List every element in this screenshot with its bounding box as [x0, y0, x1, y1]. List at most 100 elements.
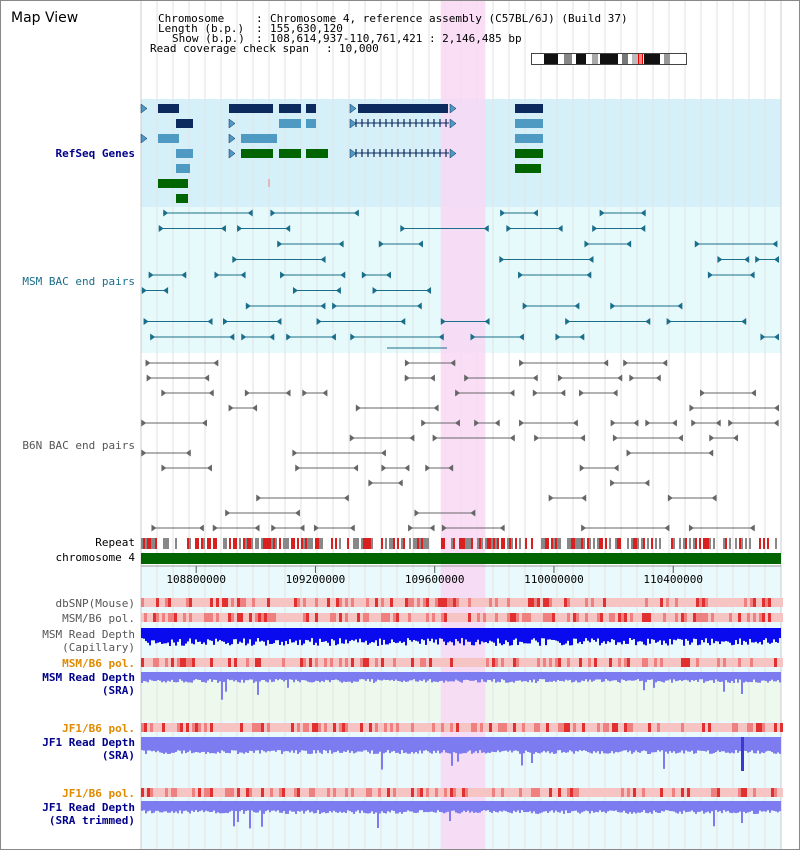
msm-bac-pair-end [353, 209, 359, 217]
gene-strand-arrow [349, 103, 357, 114]
read-depth-bar [585, 801, 587, 811]
read-depth-bar [475, 801, 477, 813]
polymorphism-cell [414, 788, 417, 797]
b6n-bac-pair-end [146, 374, 152, 382]
repeat-element [403, 538, 405, 549]
read-depth-bar [533, 628, 535, 639]
b6n-bac-pair-end [355, 404, 361, 412]
read-depth-bar [467, 672, 469, 680]
polymorphism-cell [384, 613, 387, 622]
track-label-msm-depth-sub: (Capillary) [62, 641, 135, 654]
track-label-jf1-pol[interactable]: JF1/B6 pol. [62, 722, 135, 735]
read-depth-bar [535, 628, 537, 641]
read-depth-bar [509, 737, 511, 751]
read-depth-bar [565, 737, 567, 753]
polymorphism-cell [432, 788, 435, 797]
polymorphism-cell [612, 613, 615, 622]
polymorphism-cell [336, 613, 339, 622]
track-label-chromosome[interactable]: chromosome 4 [55, 551, 135, 564]
read-depth-bar [471, 801, 473, 812]
chromosome-ideogram[interactable] [531, 53, 687, 65]
polymorphism-cell [708, 788, 711, 797]
read-depth-bar [519, 737, 521, 754]
msm-bac-pair-end [532, 209, 538, 217]
read-depth-bar [427, 672, 429, 681]
read-depth-bar [689, 672, 691, 683]
read-depth-bar [503, 801, 505, 811]
track-label-msm-sra-depth[interactable]: MSM Read Depth [42, 671, 135, 684]
repeat-element [503, 538, 505, 549]
polymorphism-cell [552, 658, 555, 667]
polymorphism-cell [279, 723, 282, 732]
polymorphism-cell [324, 658, 327, 667]
read-depth-bar [637, 628, 639, 642]
b6n-bac-pair-end [711, 494, 717, 502]
read-depth-bar [433, 737, 435, 751]
read-depth-bar [655, 801, 657, 813]
read-depth-bar [239, 628, 241, 642]
track-label-jf1-depth[interactable]: JF1 Read Depth [42, 736, 135, 749]
polymorphism-cell [687, 788, 690, 797]
polymorphism-cell [714, 788, 717, 797]
read-depth-bar [235, 672, 237, 681]
read-depth-bar [175, 801, 177, 812]
msm-bac-pair-end [400, 318, 406, 325]
polymorphism-cell [414, 723, 417, 732]
track-label-msm-depth[interactable]: MSM Read Depth [42, 628, 135, 641]
polymorphism-cell [234, 788, 237, 797]
polymorphism-cell [177, 788, 180, 797]
repeat-element [647, 538, 649, 549]
polymorphism-cell [345, 658, 348, 667]
track-label-b6n-bac[interactable]: B6N BAC end pairs [22, 439, 135, 452]
read-depth-bar [557, 801, 559, 813]
polymorphism-cell [144, 598, 147, 607]
polymorphism-cell [267, 658, 270, 667]
track-label-msm-bac[interactable]: MSM BAC end pairs [22, 275, 135, 288]
read-depth-bar [553, 628, 555, 640]
b6n-bac-pair-end [664, 524, 670, 532]
track-label-dbsnp[interactable]: dbSNP(Mouse) [55, 597, 135, 610]
read-depth-bar [705, 628, 707, 639]
chromosome-bar [141, 553, 781, 564]
polymorphism-cell [726, 658, 729, 667]
read-depth-bar [375, 628, 377, 641]
polymorphism-cell [165, 658, 168, 667]
read-depth-bar [647, 628, 649, 639]
polymorphism-cell [555, 598, 558, 607]
polymorphism-cell [600, 658, 603, 667]
polymorphism-cell [390, 658, 393, 667]
read-depth-bar [547, 801, 549, 814]
polymorphism-cell [393, 658, 396, 667]
read-depth-bar [195, 628, 197, 640]
polymorphism-cell [558, 598, 561, 607]
polymorphism-cell [741, 788, 744, 797]
polymorphism-cell [261, 598, 264, 607]
read-depth-bar [697, 737, 699, 751]
track-label-refseq[interactable]: RefSeq Genes [55, 147, 135, 160]
read-depth-bar [531, 672, 533, 683]
read-depth-bar [595, 628, 597, 642]
read-depth-bar [357, 628, 359, 643]
polymorphism-cell [744, 613, 747, 622]
polymorphism-cell [525, 788, 528, 797]
track-label-jf1-pol-trimmed[interactable]: JF1/B6 pol. [62, 787, 135, 800]
read-depth-bar [711, 801, 713, 812]
read-depth-bar [471, 672, 473, 681]
read-depth-bar [501, 628, 503, 646]
polymorphism-cell [747, 658, 750, 667]
read-depth-bar [535, 801, 537, 814]
track-label-msm-b6-pol-sra[interactable]: MSM/B6 pol. [62, 657, 135, 670]
read-depth-bar [485, 737, 487, 754]
track-label-jf1-trimmed-depth[interactable]: JF1 Read Depth [42, 801, 135, 814]
b6n-bac-pair-end [198, 524, 204, 532]
read-depth-bar [543, 737, 545, 751]
polymorphism-cell [609, 723, 612, 732]
read-depth-bar [419, 737, 421, 751]
read-depth-bar [153, 672, 155, 682]
read-depth-bar [313, 801, 315, 814]
read-depth-bar [625, 628, 627, 644]
track-label-repeat[interactable]: Repeat [95, 536, 135, 549]
read-depth-bar [503, 737, 505, 751]
track-label-msm-b6-pol[interactable]: MSM/B6 pol. [62, 612, 135, 625]
